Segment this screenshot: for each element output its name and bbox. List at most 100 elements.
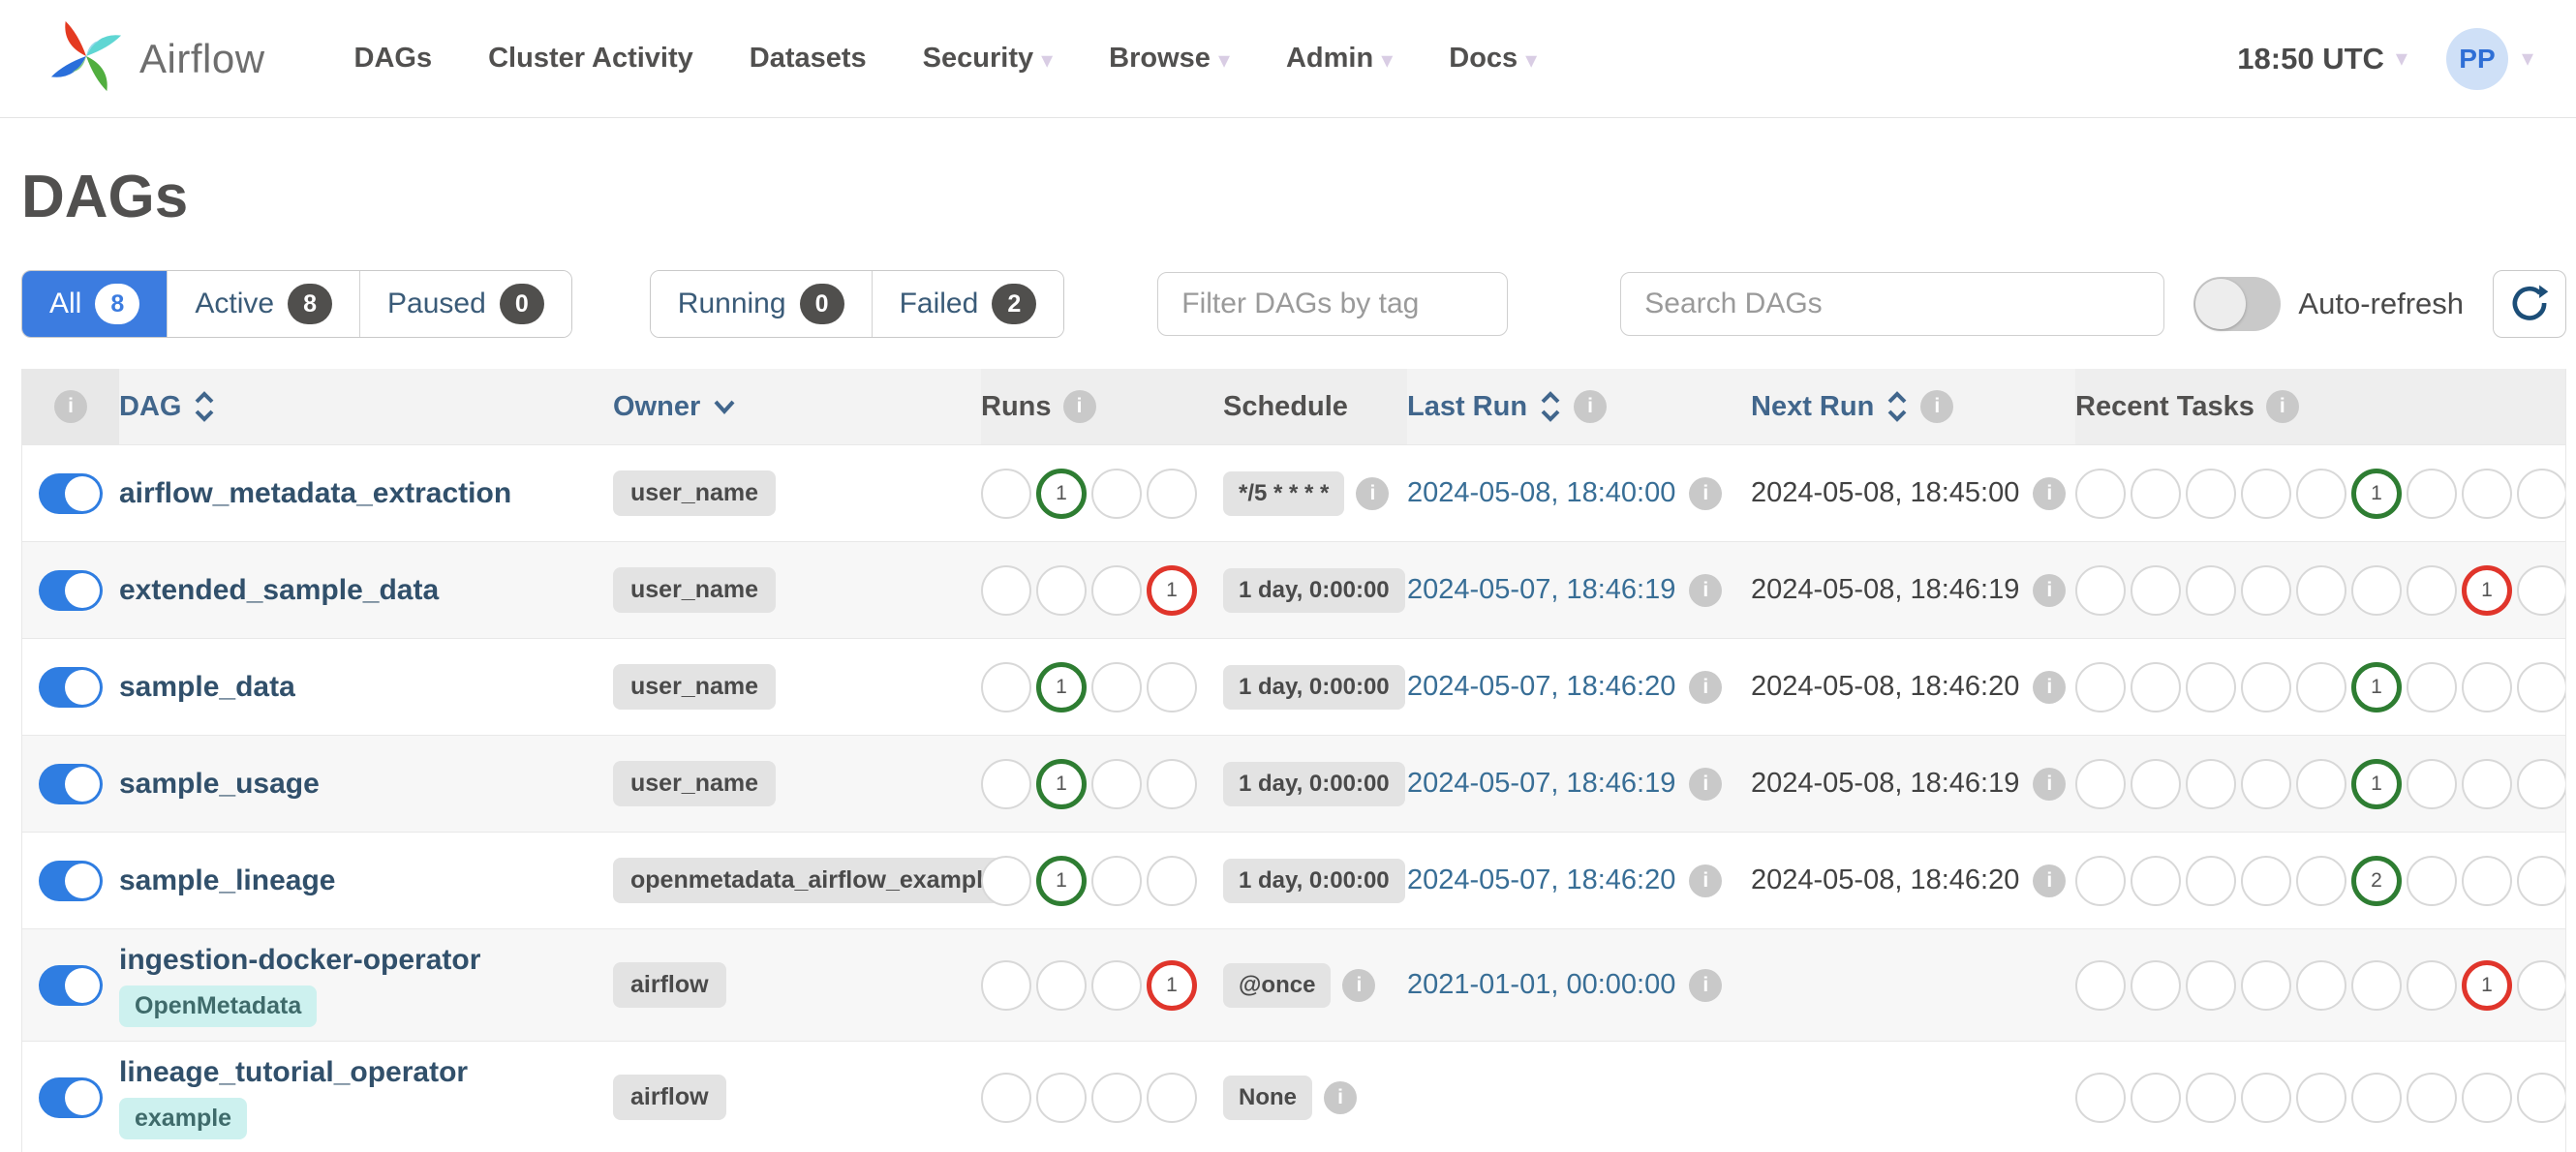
run-status-circle[interactable]	[981, 468, 1031, 519]
task-status-circle[interactable]	[2407, 959, 2457, 1011]
run-status-circle[interactable]	[1036, 959, 1087, 1011]
tab-failed[interactable]: Failed 2	[871, 271, 1064, 337]
nav-item-dags[interactable]: DAGs	[354, 43, 433, 75]
task-status-circle[interactable]	[2131, 564, 2181, 616]
task-status-circle[interactable]	[2186, 855, 2236, 906]
task-status-circle[interactable]	[2075, 661, 2126, 712]
tab-all[interactable]: All 8	[22, 271, 168, 337]
task-status-circle[interactable]	[2241, 564, 2291, 616]
run-status-circle[interactable]: 1	[1036, 855, 1087, 906]
task-status-circle[interactable]	[2462, 855, 2512, 906]
refresh-button[interactable]	[2493, 270, 2566, 338]
sort-dag[interactable]: DAG	[119, 390, 216, 423]
task-status-circle[interactable]	[2351, 959, 2402, 1011]
run-status-circle[interactable]	[1147, 468, 1197, 519]
task-status-circle[interactable]	[2296, 1072, 2346, 1123]
run-status-circle[interactable]	[1091, 855, 1142, 906]
task-status-circle[interactable]	[2186, 468, 2236, 519]
task-status-circle[interactable]	[2296, 564, 2346, 616]
task-status-circle[interactable]	[2075, 468, 2126, 519]
run-status-circle[interactable]	[1036, 1072, 1087, 1123]
run-status-circle[interactable]	[1147, 1072, 1197, 1123]
auto-refresh-toggle[interactable]	[2193, 277, 2282, 331]
tag-pill[interactable]: example	[119, 1097, 248, 1139]
task-status-circle[interactable]	[2241, 1072, 2291, 1123]
dag-link[interactable]: ingestion-docker-operator	[119, 943, 481, 976]
nav-item-admin[interactable]: Admin ▾	[1286, 43, 1393, 75]
clock-dropdown[interactable]: 18:50 UTC ▾	[2237, 42, 2407, 76]
sort-next-run[interactable]: Next Run	[1751, 390, 1909, 423]
task-status-circle[interactable]	[2131, 959, 2181, 1011]
run-status-circle[interactable]	[1091, 1072, 1142, 1123]
owner-pill[interactable]: user_name	[613, 567, 777, 613]
task-status-circle[interactable]	[2186, 758, 2236, 809]
run-status-circle[interactable]	[1091, 564, 1142, 616]
dag-link[interactable]: extended_sample_data	[119, 573, 440, 606]
last-run-link[interactable]: 2024-05-07, 18:46:19	[1407, 574, 1676, 605]
nav-item-cluster-activity[interactable]: Cluster Activity	[488, 43, 693, 75]
task-status-circle[interactable]	[2462, 1072, 2512, 1123]
dag-pause-toggle[interactable]	[39, 666, 103, 708]
task-status-circle[interactable]	[2407, 1072, 2457, 1123]
nav-item-browse[interactable]: Browse ▾	[1109, 43, 1230, 75]
run-status-circle[interactable]: 1	[1036, 661, 1087, 712]
owner-pill[interactable]: openmetadata_airflow_example	[613, 858, 1014, 903]
task-status-circle[interactable]	[2075, 1072, 2126, 1123]
owner-pill[interactable]: user_name	[613, 664, 777, 710]
task-status-circle[interactable]	[2186, 661, 2236, 712]
task-status-circle[interactable]	[2296, 758, 2346, 809]
task-status-circle[interactable]	[2296, 959, 2346, 1011]
tag-pill[interactable]: OpenMetadata	[119, 985, 318, 1027]
run-status-circle[interactable]	[1091, 661, 1142, 712]
task-status-circle[interactable]	[2241, 959, 2291, 1011]
run-status-circle[interactable]: 1	[1147, 959, 1197, 1011]
task-status-circle[interactable]: 1	[2351, 758, 2402, 809]
tab-running[interactable]: Running 0	[650, 271, 872, 337]
task-status-circle[interactable]	[2241, 468, 2291, 519]
run-status-circle[interactable]	[981, 959, 1031, 1011]
tab-active[interactable]: Active 8	[167, 271, 360, 337]
search-input[interactable]	[1620, 272, 2165, 336]
task-status-circle[interactable]	[2462, 468, 2512, 519]
owner-pill[interactable]: user_name	[613, 761, 777, 806]
task-status-circle[interactable]	[2517, 468, 2565, 519]
user-menu[interactable]: PP ▾	[2445, 27, 2533, 90]
run-status-circle[interactable]	[981, 1072, 1031, 1123]
task-status-circle[interactable]	[2462, 661, 2512, 712]
task-status-circle[interactable]	[2131, 1072, 2181, 1123]
task-status-circle[interactable]	[2517, 1072, 2565, 1123]
task-status-circle[interactable]	[2407, 468, 2457, 519]
task-status-circle[interactable]	[2296, 661, 2346, 712]
run-status-circle[interactable]	[1147, 855, 1197, 906]
task-status-circle[interactable]	[2186, 1072, 2236, 1123]
task-status-circle[interactable]	[2075, 564, 2126, 616]
run-status-circle[interactable]	[981, 564, 1031, 616]
task-status-circle[interactable]	[2517, 661, 2565, 712]
task-status-circle[interactable]: 1	[2351, 468, 2402, 519]
owner-pill[interactable]: airflow	[613, 1075, 726, 1120]
run-status-circle[interactable]: 1	[1147, 564, 1197, 616]
task-status-circle[interactable]	[2131, 661, 2181, 712]
task-status-circle[interactable]	[2075, 758, 2126, 809]
task-status-circle[interactable]	[2407, 855, 2457, 906]
sort-owner[interactable]: Owner	[613, 391, 737, 423]
tag-filter-input[interactable]	[1157, 272, 1509, 336]
dag-pause-toggle[interactable]	[39, 964, 103, 1006]
task-status-circle[interactable]	[2186, 959, 2236, 1011]
run-status-circle[interactable]	[981, 661, 1031, 712]
task-status-circle[interactable]	[2075, 855, 2126, 906]
dag-link[interactable]: lineage_tutorial_operator	[119, 1055, 469, 1088]
task-status-circle[interactable]	[2241, 855, 2291, 906]
task-status-circle[interactable]	[2241, 661, 2291, 712]
owner-pill[interactable]: airflow	[613, 962, 726, 1008]
task-status-circle[interactable]: 1	[2462, 959, 2512, 1011]
airflow-brand[interactable]: Airflow	[46, 16, 265, 101]
owner-pill[interactable]: user_name	[613, 470, 777, 516]
task-status-circle[interactable]: 1	[2351, 661, 2402, 712]
task-status-circle[interactable]	[2296, 855, 2346, 906]
run-status-circle[interactable]	[1036, 564, 1087, 616]
task-status-circle[interactable]	[2351, 1072, 2402, 1123]
task-status-circle[interactable]	[2131, 758, 2181, 809]
task-status-circle[interactable]	[2296, 468, 2346, 519]
task-status-circle[interactable]	[2517, 855, 2565, 906]
